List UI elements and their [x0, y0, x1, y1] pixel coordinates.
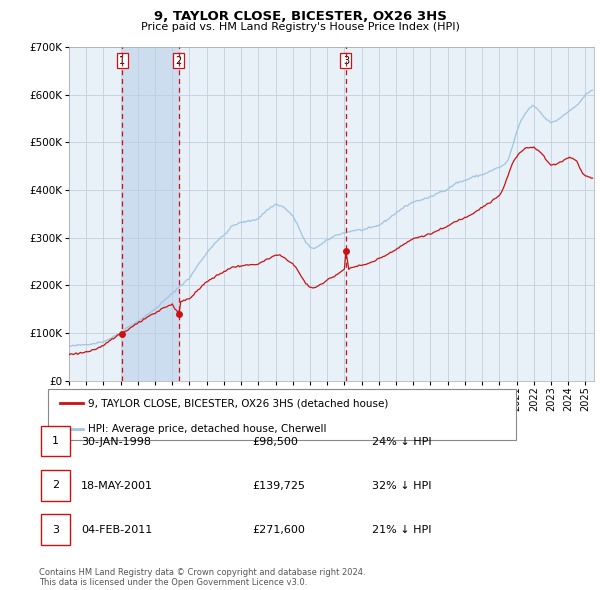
- FancyBboxPatch shape: [41, 426, 70, 457]
- Text: £139,725: £139,725: [252, 481, 305, 491]
- Text: 32% ↓ HPI: 32% ↓ HPI: [372, 481, 431, 491]
- FancyBboxPatch shape: [48, 389, 516, 440]
- FancyBboxPatch shape: [41, 470, 70, 500]
- Text: 1: 1: [119, 55, 125, 65]
- Text: 3: 3: [343, 55, 349, 65]
- Text: 9, TAYLOR CLOSE, BICESTER, OX26 3HS: 9, TAYLOR CLOSE, BICESTER, OX26 3HS: [154, 10, 446, 23]
- Text: 30-JAN-1998: 30-JAN-1998: [81, 437, 151, 447]
- Text: 2: 2: [52, 480, 59, 490]
- Text: 1: 1: [52, 436, 59, 446]
- Text: 04-FEB-2011: 04-FEB-2011: [81, 526, 152, 535]
- Bar: [122, 47, 179, 381]
- Text: Contains HM Land Registry data © Crown copyright and database right 2024.
This d: Contains HM Land Registry data © Crown c…: [39, 568, 365, 587]
- Text: Price paid vs. HM Land Registry's House Price Index (HPI): Price paid vs. HM Land Registry's House …: [140, 22, 460, 32]
- Text: 3: 3: [52, 525, 59, 535]
- Text: £98,500: £98,500: [252, 437, 298, 447]
- Text: 18-MAY-2001: 18-MAY-2001: [81, 481, 153, 491]
- Text: 2: 2: [176, 55, 182, 65]
- FancyBboxPatch shape: [41, 514, 70, 545]
- Text: 24% ↓ HPI: 24% ↓ HPI: [372, 437, 431, 447]
- Text: 21% ↓ HPI: 21% ↓ HPI: [372, 526, 431, 535]
- Text: HPI: Average price, detached house, Cherwell: HPI: Average price, detached house, Cher…: [88, 424, 326, 434]
- Text: 9, TAYLOR CLOSE, BICESTER, OX26 3HS (detached house): 9, TAYLOR CLOSE, BICESTER, OX26 3HS (det…: [88, 398, 388, 408]
- Text: £271,600: £271,600: [252, 526, 305, 535]
